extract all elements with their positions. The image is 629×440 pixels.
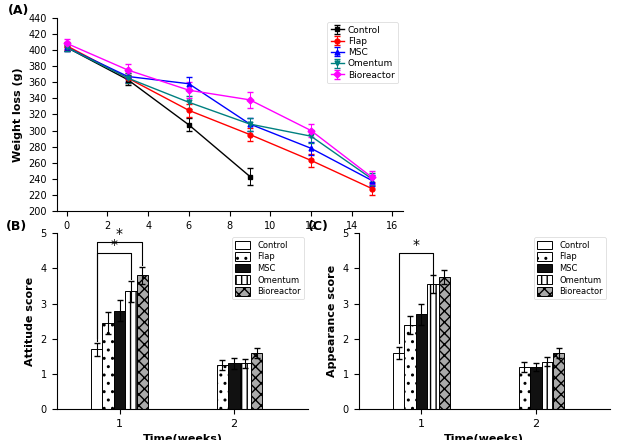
Bar (125, 291, 136, 409)
Legend: Control, Flap, MSC, Omentum, Bioreactor: Control, Flap, MSC, Omentum, Bioreactor (327, 22, 398, 83)
Bar (91, 349, 103, 409)
Bar (427, 284, 438, 409)
Bar (228, 363, 240, 409)
Legend: Control, Flap, MSC, Omentum, Bioreactor: Control, Flap, MSC, Omentum, Bioreactor (534, 237, 606, 300)
Bar (542, 362, 553, 409)
Y-axis label: Weight loss (g): Weight loss (g) (13, 67, 23, 162)
Bar (103, 323, 114, 409)
X-axis label: Days: Days (214, 236, 245, 246)
Legend: Control, Flap, MSC, Omentum, Bioreactor: Control, Flap, MSC, Omentum, Bioreactor (232, 237, 304, 300)
Bar (217, 365, 228, 409)
Text: *: * (116, 227, 123, 241)
Bar (240, 363, 251, 409)
Bar (251, 353, 262, 409)
Y-axis label: Attitude score: Attitude score (25, 277, 35, 366)
Bar (136, 275, 148, 409)
Bar (530, 367, 542, 409)
Bar (438, 277, 450, 409)
Bar (553, 353, 564, 409)
Text: *: * (412, 238, 419, 252)
X-axis label: Time(weeks): Time(weeks) (142, 434, 223, 440)
Text: (B): (B) (6, 220, 28, 233)
Text: *: * (110, 238, 117, 252)
Text: (C): (C) (308, 220, 329, 233)
Bar (404, 325, 416, 409)
Bar (393, 353, 404, 409)
Bar (416, 314, 427, 409)
Bar (114, 311, 125, 409)
X-axis label: Time(weeks): Time(weeks) (444, 434, 525, 440)
Y-axis label: Appearance score: Appearance score (327, 265, 337, 377)
Text: (A): (A) (8, 4, 30, 17)
Bar (519, 367, 530, 409)
